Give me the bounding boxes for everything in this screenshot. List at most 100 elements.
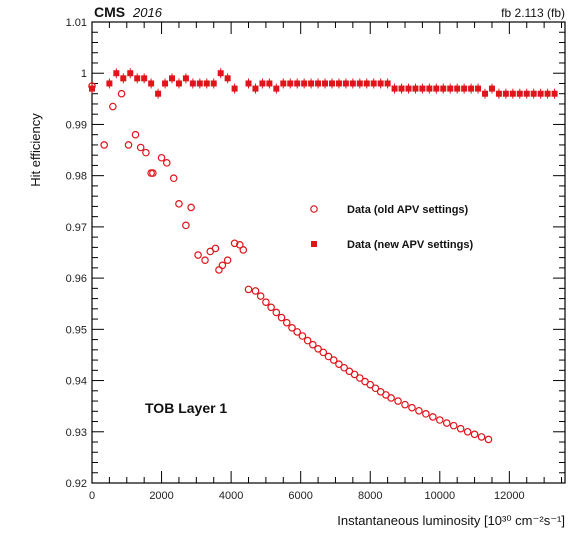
plot-frame	[91, 21, 566, 484]
data-point-new	[196, 80, 203, 87]
data-point-old	[293, 328, 301, 336]
data-point-old	[277, 313, 286, 322]
data-point-new	[468, 85, 475, 92]
data-point-old	[415, 406, 423, 415]
data-point-new	[217, 70, 224, 77]
data-point-new	[516, 90, 523, 97]
data-point-new	[447, 85, 454, 92]
data-point-old	[298, 332, 307, 340]
data-point-old	[175, 200, 183, 208]
y-tick-label: 0.95	[66, 324, 87, 336]
data-point-old	[142, 148, 150, 157]
y-tick-label: 0.98	[66, 171, 87, 183]
data-point-old	[201, 256, 209, 264]
y-tick-label: 0.96	[66, 273, 87, 285]
data-point-new	[475, 85, 482, 92]
x-tick-label: 0	[89, 490, 95, 502]
data-point-new	[482, 90, 489, 97]
data-point-old	[314, 344, 322, 353]
data-point-new	[245, 80, 252, 87]
y-tick-label: 0.93	[66, 427, 87, 439]
data-point-new	[280, 80, 287, 87]
data-point-new	[377, 80, 384, 87]
data-point-old	[303, 336, 312, 345]
data-point-new	[426, 85, 433, 92]
data-point-old	[422, 410, 430, 418]
data-point-new	[412, 85, 419, 92]
header-year-label: 2016	[132, 5, 163, 20]
data-point-old	[182, 221, 190, 230]
data-point-new	[530, 90, 537, 97]
data-point-new	[210, 80, 217, 87]
series-new-apv	[89, 68, 558, 99]
data-point-new	[322, 80, 329, 87]
data-point-old	[463, 427, 472, 436]
data-point-old	[124, 141, 133, 149]
data-point-old	[239, 246, 248, 254]
data-point-new	[433, 85, 440, 92]
data-point-new	[252, 85, 259, 92]
data-point-old	[187, 203, 195, 212]
data-point-old	[408, 403, 416, 412]
y-axis-ticks: 0.92 0.93 0.94 0.95 0.96 0.97 0.98 0.99 1 1.01	[66, 17, 565, 490]
data-point-new	[405, 85, 412, 92]
data-point-old	[117, 89, 126, 98]
data-point-new	[502, 90, 509, 97]
data-point-old	[442, 419, 451, 427]
data-point-new	[356, 80, 363, 87]
data-point-old	[223, 256, 232, 264]
data-point-old	[329, 356, 338, 364]
data-point-old	[131, 130, 140, 139]
data-point-old	[429, 413, 437, 421]
x-tick-label: 2000	[149, 490, 173, 502]
legend: Data (old APV settings) Data (new APV se…	[310, 204, 473, 251]
data-point-old	[169, 174, 178, 183]
data-point-old	[309, 340, 317, 349]
data-point-old	[194, 251, 202, 259]
data-point-new	[224, 75, 231, 82]
data-point-old	[282, 318, 291, 327]
data-point-new	[315, 80, 322, 87]
y-tick-label: 1.01	[66, 17, 87, 29]
data-point-new	[398, 85, 405, 92]
data-point-new	[127, 70, 134, 77]
data-point-new	[266, 80, 273, 87]
data-point-new	[440, 85, 447, 92]
data-point-old	[449, 421, 458, 430]
data-point-new	[342, 80, 349, 87]
data-point-old	[484, 435, 493, 444]
data-point-old	[319, 348, 328, 357]
data-point-old	[366, 380, 375, 389]
data-point-new	[189, 80, 196, 87]
data-point-new	[454, 85, 461, 92]
data-point-new	[544, 90, 551, 97]
data-point-old	[387, 394, 395, 402]
legend-marker-new	[311, 241, 317, 247]
legend-label-new: Data (new APV settings)	[347, 239, 473, 251]
data-point-new	[168, 75, 175, 82]
data-point-old	[267, 303, 275, 312]
data-point-old	[218, 261, 227, 270]
y-tick-label: 1	[81, 68, 87, 80]
data-point-old	[456, 424, 465, 433]
data-point-new	[384, 80, 391, 87]
data-point-old	[230, 239, 239, 248]
data-point-old	[236, 241, 244, 249]
data-point-old	[401, 400, 409, 409]
data-point-new	[308, 80, 315, 87]
y-tick-label: 0.94	[66, 376, 87, 388]
x-axis-title: Instantaneous luminosity [10³⁰ cm⁻²s⁻¹]	[337, 513, 565, 528]
x-tick-label: 6000	[288, 490, 312, 502]
data-point-new	[162, 80, 169, 87]
data-point-new	[488, 85, 495, 92]
x-tick-label: 12000	[494, 490, 525, 502]
data-point-old	[109, 102, 117, 111]
x-axis-ticks: 0 2000 4000 6000 8000 10000 12000	[89, 22, 563, 502]
data-point-new	[335, 80, 342, 87]
data-point-old	[244, 285, 253, 294]
data-point-old	[435, 416, 444, 424]
data-point-new	[294, 80, 301, 87]
data-point-old	[394, 397, 402, 405]
data-point-old	[136, 143, 145, 152]
data-point-old	[272, 308, 281, 317]
